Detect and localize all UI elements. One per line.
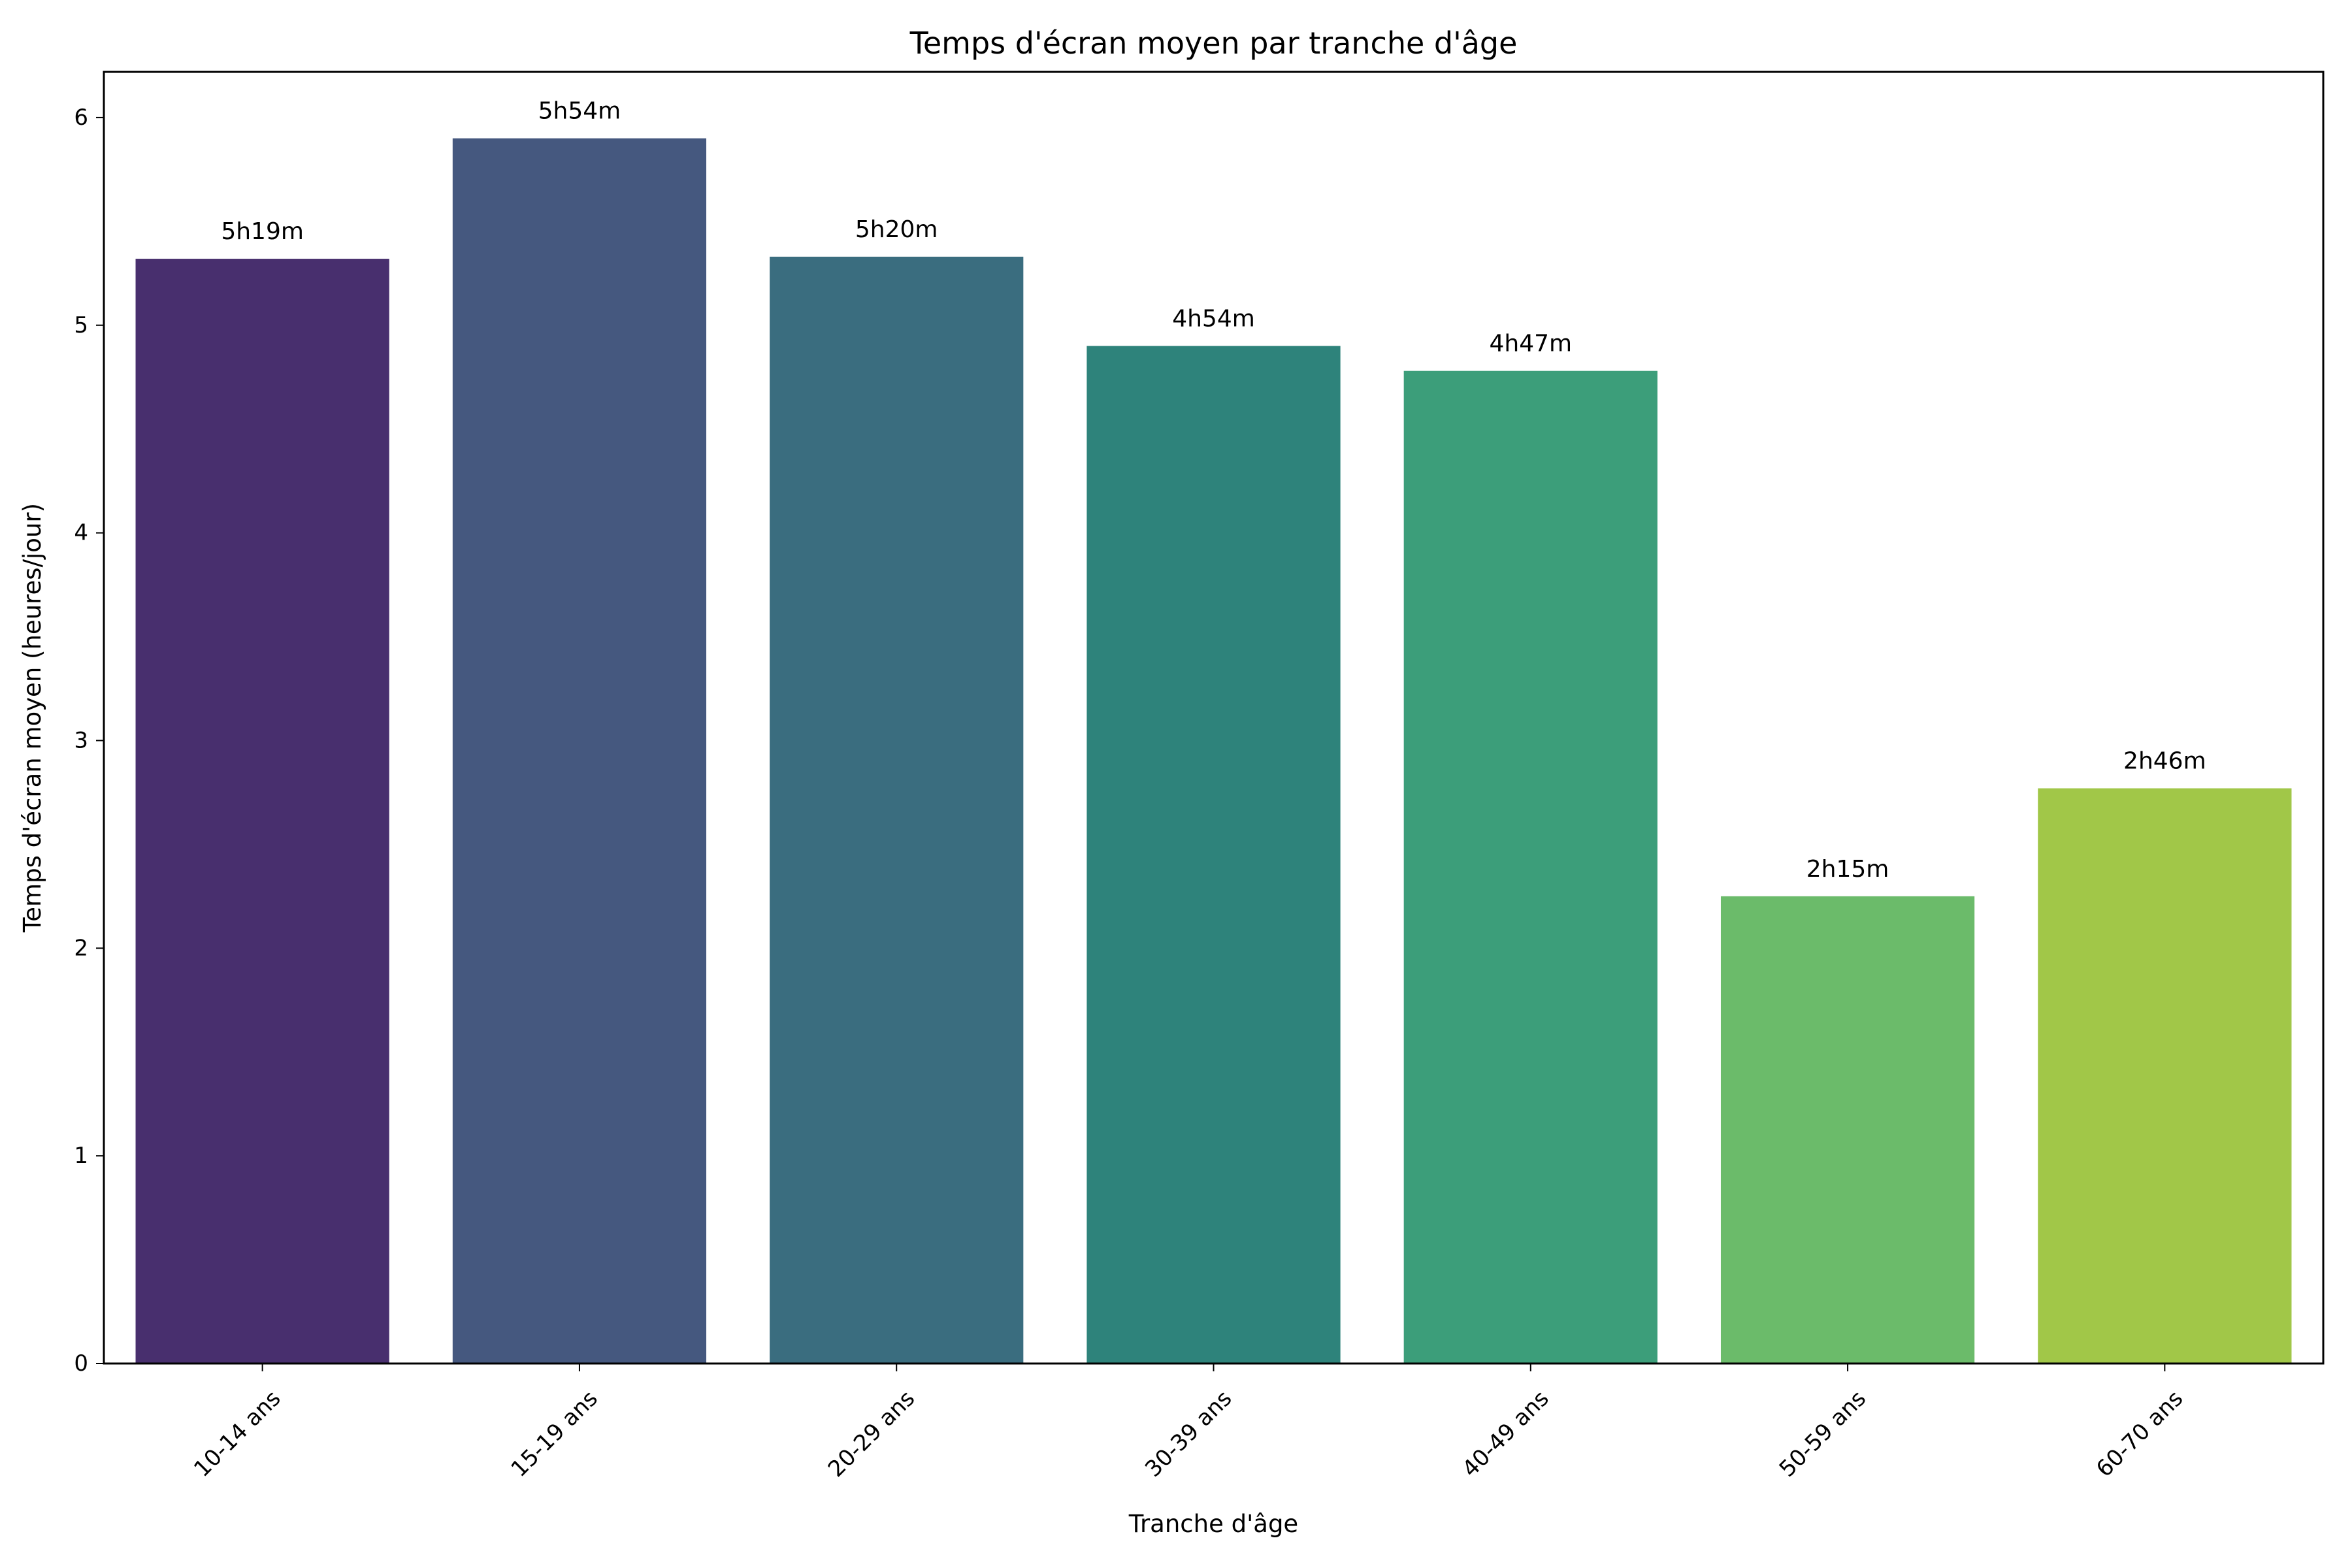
bar-value-label: 5h20m	[855, 216, 938, 243]
y-tick-label: 6	[74, 105, 88, 131]
bar-value-label: 2h46m	[2123, 748, 2206, 775]
bar-15-19-ans	[452, 138, 707, 1364]
y-tick-label: 1	[74, 1143, 88, 1169]
bar-30-39-ans	[1086, 346, 1341, 1364]
y-tick-label: 2	[74, 935, 88, 961]
bar-value-label: 5h54m	[538, 98, 621, 125]
bar-20-29-ans	[770, 256, 1024, 1364]
bar-value-label: 4h54m	[1172, 306, 1255, 333]
y-tick-label: 5	[74, 312, 88, 338]
plot-frame	[103, 71, 2325, 1365]
bar-value-label: 5h19m	[221, 218, 304, 245]
bar-50-59-ans	[1720, 896, 1975, 1364]
bar-labels-group: 5h19m 5h54m 5h20m 4h54m 4h47m 2h15m 2h46m	[221, 98, 2206, 883]
bar-60-70-ans	[2038, 788, 2292, 1364]
bar-value-label: 2h15m	[1806, 856, 1889, 883]
y-axis: 0 1 2 3 4 5 6	[74, 105, 104, 1377]
y-tick-label: 4	[74, 520, 88, 546]
y-tick-label: 3	[74, 727, 88, 753]
bars-group	[135, 138, 2292, 1364]
chart-title: Temps d'écran moyen par tranche d'âge	[909, 25, 1518, 61]
y-tick-label: 0	[74, 1350, 88, 1377]
bar-value-label: 4h47m	[1489, 331, 1572, 357]
bar-10-14-ans	[135, 259, 389, 1364]
y-axis-title: Temps d'écran moyen (heures/jour)	[18, 503, 46, 933]
bar-40-49-ans	[1403, 370, 1658, 1364]
x-axis-title: Tranche d'âge	[1128, 1510, 1298, 1538]
